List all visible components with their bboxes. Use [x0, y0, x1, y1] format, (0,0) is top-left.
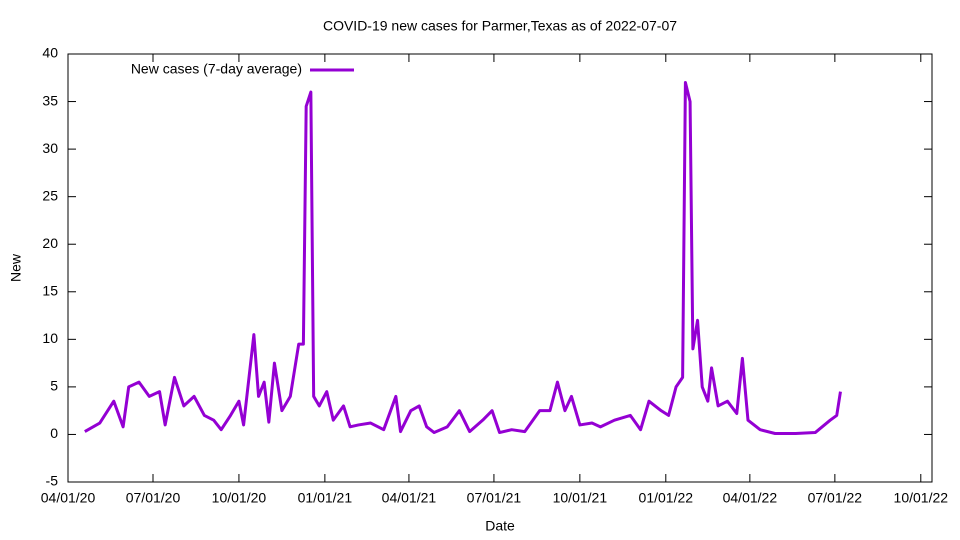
x-tick-label: 07/01/21: [467, 490, 522, 506]
x-tick-label: 04/01/20: [41, 490, 96, 506]
y-tick-label: 30: [42, 140, 58, 156]
y-axis-label: New: [8, 253, 24, 282]
y-tick-label: 40: [42, 45, 58, 61]
x-tick-label: 07/01/20: [126, 490, 181, 506]
x-tick-label: 10/01/22: [894, 490, 949, 506]
x-tick-label: 01/01/21: [298, 490, 353, 506]
series-line: [84, 81, 842, 435]
x-tick-label: 10/01/20: [212, 490, 267, 506]
y-tick-label: 35: [42, 92, 58, 108]
x-tick-label: 01/01/22: [639, 490, 694, 506]
x-tick-label: 07/01/22: [808, 490, 863, 506]
chart-title: COVID-19 new cases for Parmer,Texas as o…: [323, 18, 677, 34]
x-axis-label: Date: [485, 518, 515, 534]
y-tick-label: 10: [42, 330, 58, 346]
y-tick-label: 0: [50, 425, 58, 441]
plot-frame: [67, 53, 933, 483]
y-tick-label: 25: [42, 187, 58, 203]
y-tick-label: 20: [42, 235, 58, 251]
x-tick-label: 04/01/22: [723, 490, 778, 506]
y-tick-label: 15: [42, 282, 58, 298]
x-tick-label: 10/01/21: [553, 490, 608, 506]
legend-label: New cases (7-day average): [131, 61, 302, 77]
x-tick-label: 04/01/21: [382, 490, 437, 506]
y-tick-label: -5: [46, 473, 59, 489]
y-tick-label: 5: [50, 378, 58, 394]
